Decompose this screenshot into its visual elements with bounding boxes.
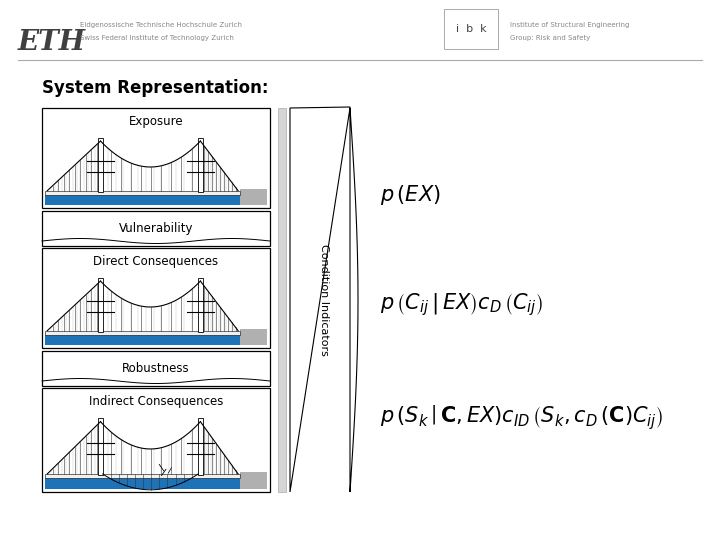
Bar bbox=[45, 330, 240, 334]
Bar bbox=[45, 334, 240, 345]
Text: Swiss Federal Institute of Technology Zurich: Swiss Federal Institute of Technology Zu… bbox=[80, 35, 234, 41]
Bar bbox=[42, 108, 270, 208]
Bar bbox=[197, 278, 203, 332]
Text: Robustness: Robustness bbox=[122, 362, 190, 375]
Text: $p\,\left(C_{ij}\,\middle|\,EX\right)c_D\,\left(C_{ij}\right)$: $p\,\left(C_{ij}\,\middle|\,EX\right)c_D… bbox=[380, 292, 544, 319]
Text: ETH: ETH bbox=[18, 29, 86, 56]
Bar bbox=[45, 474, 240, 478]
FancyBboxPatch shape bbox=[444, 9, 498, 49]
Text: Direct Consequences: Direct Consequences bbox=[94, 255, 219, 268]
Bar bbox=[197, 418, 203, 475]
Bar bbox=[45, 478, 240, 489]
Text: Group: Risk and Safety: Group: Risk and Safety bbox=[510, 35, 590, 41]
Bar bbox=[98, 418, 103, 475]
Bar bbox=[197, 138, 203, 192]
Text: $p\,\left(EX\right)$: $p\,\left(EX\right)$ bbox=[380, 183, 441, 207]
Text: Indirect Consequences: Indirect Consequences bbox=[89, 395, 223, 408]
Bar bbox=[42, 388, 270, 492]
Bar bbox=[98, 138, 103, 192]
Text: Exposure: Exposure bbox=[129, 116, 184, 129]
Text: Condition Indicators: Condition Indicators bbox=[319, 244, 329, 356]
Text: i  b  k: i b k bbox=[456, 24, 486, 34]
Bar bbox=[278, 108, 286, 492]
Bar bbox=[45, 194, 240, 205]
Text: Institute of Structural Engineering: Institute of Structural Engineering bbox=[510, 22, 629, 28]
Text: Vulnerability: Vulnerability bbox=[119, 222, 193, 235]
Text: System Representation:: System Representation: bbox=[42, 79, 269, 97]
Bar bbox=[42, 211, 270, 246]
Bar bbox=[240, 189, 267, 205]
Bar bbox=[42, 351, 270, 386]
Polygon shape bbox=[290, 107, 358, 492]
Bar bbox=[42, 248, 270, 348]
Text: $p\,\left(S_k\,\middle|\,\mathbf{C},EX\right)c_{ID}\,\left(S_k,c_D\,\left(\mathb: $p\,\left(S_k\,\middle|\,\mathbf{C},EX\r… bbox=[380, 404, 663, 431]
Bar bbox=[240, 472, 267, 489]
Bar bbox=[45, 191, 240, 194]
Bar bbox=[240, 329, 267, 345]
Bar bbox=[98, 278, 103, 332]
Text: Eidgenossische Technische Hochschule Zurich: Eidgenossische Technische Hochschule Zur… bbox=[80, 22, 242, 28]
